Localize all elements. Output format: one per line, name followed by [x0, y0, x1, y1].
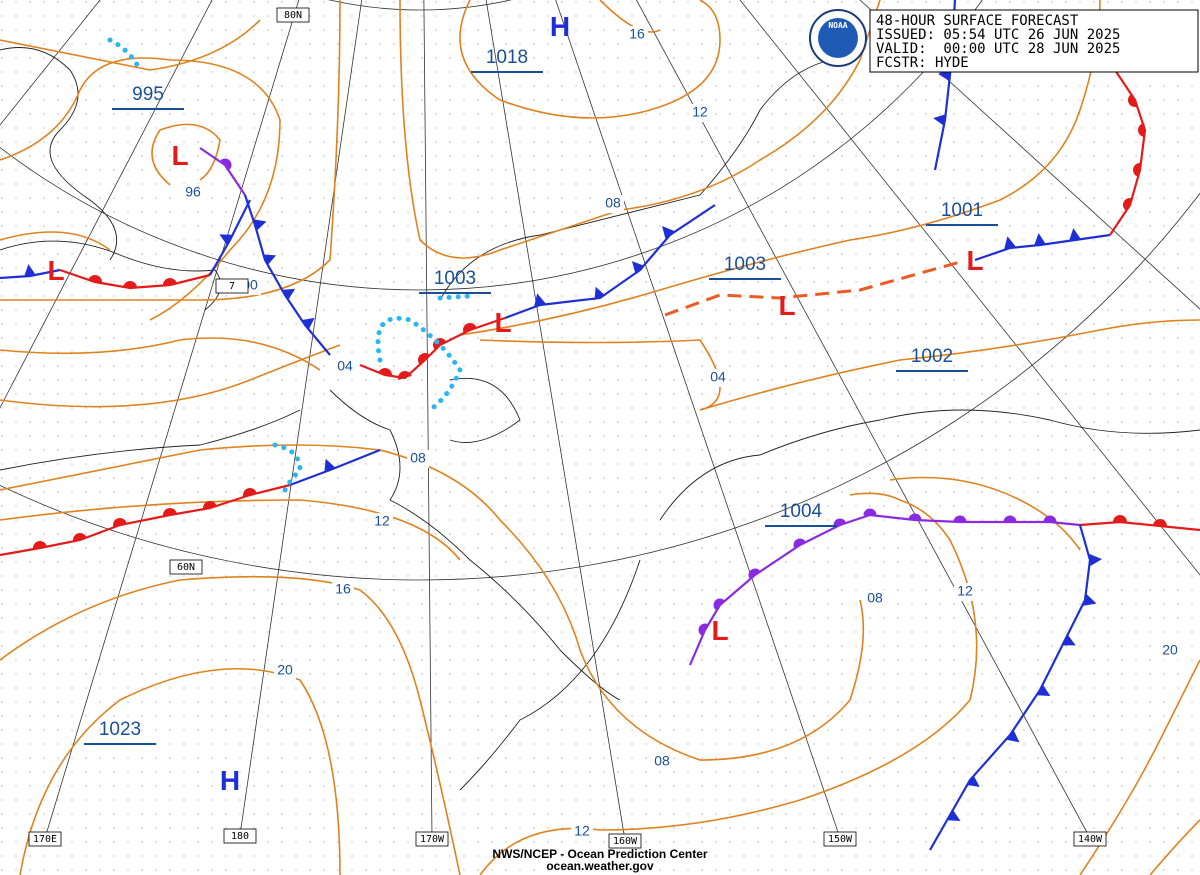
center-pressure: 1003 — [724, 254, 766, 275]
center-pressure: 1002 — [911, 346, 953, 367]
label-bg — [954, 583, 976, 601]
label-bg — [182, 184, 204, 202]
isobar-label: 20 — [1162, 642, 1178, 658]
grid-label-box — [1073, 831, 1107, 847]
low-center: L — [171, 140, 188, 171]
grid-label: 150W — [828, 834, 853, 845]
grid-label: 180 — [231, 831, 249, 842]
low-center: L — [711, 615, 728, 646]
high-center: H — [220, 765, 240, 796]
grid-label-box — [608, 833, 642, 849]
label-bg — [707, 369, 729, 387]
isobar-label: 04 — [337, 358, 353, 374]
isobar-label: 08 — [410, 450, 426, 466]
label-bg — [1159, 642, 1181, 660]
center-pressure: 995 — [132, 84, 164, 105]
label-bg — [651, 753, 673, 771]
grid-label: 60N — [177, 562, 195, 573]
low-center: L — [47, 255, 64, 286]
header-frame — [869, 9, 1199, 73]
isobar-label: 16 — [335, 581, 351, 597]
grid-label-box — [215, 278, 249, 294]
label-bg — [602, 195, 624, 213]
header-box: 48-HOUR SURFACE FORECAST ISSUED: 05:54 U… — [809, 9, 1199, 73]
label-bg — [371, 513, 393, 531]
logo — [818, 18, 858, 58]
footer-agency: NWS/NCEP - Ocean Prediction Center — [492, 847, 707, 861]
label-bg — [334, 358, 356, 376]
grid-label-box — [223, 828, 257, 844]
label-bg — [332, 581, 354, 599]
isobar-label: 12 — [574, 823, 590, 839]
header-line: ISSUED: 05:54 UTC 26 JUN 2025 — [876, 27, 1120, 43]
header-line: 48-HOUR SURFACE FORECAST — [876, 13, 1079, 29]
center-pressures: 995 1018 1003 1003 1001 1002 1004 1023 — [84, 47, 998, 745]
low-center: L — [778, 290, 795, 321]
label-bg — [274, 662, 296, 680]
grid-label: 7 — [229, 281, 235, 292]
grid-label-box — [823, 831, 857, 847]
label-bg — [407, 450, 429, 468]
isobar-label: 96 — [185, 184, 201, 200]
center-pressure: 1003 — [434, 268, 476, 289]
header-line: FCSTR: HYDE — [876, 55, 969, 71]
precip — [107, 37, 473, 493]
isobar-label: 08 — [654, 753, 670, 769]
grid-label: 170E — [33, 834, 57, 845]
isobar-label: 12 — [957, 583, 973, 599]
fronts — [0, 0, 1200, 851]
label-bg — [626, 26, 648, 44]
grid-label-box — [169, 559, 203, 575]
footer-url: ocean.weather.gov — [546, 859, 654, 873]
logo-text: NOAA — [828, 21, 847, 30]
isobar-label: 08 — [605, 195, 621, 211]
isobar-label: 12 — [374, 513, 390, 529]
isobar-label: 20 — [277, 662, 293, 678]
isobar-label: 12 — [692, 104, 708, 120]
label-bg — [571, 823, 593, 841]
center-pressure: 1004 — [780, 501, 823, 522]
low-center: L — [966, 245, 983, 276]
header-line: VALID: 00:00 UTC 28 JUN 2025 — [876, 41, 1120, 57]
label-bg — [689, 104, 711, 122]
grid-labels: 80N 7 60N 170E 180 170W 160W 150W 140W — [28, 7, 1107, 849]
isobar-label: 04 — [710, 369, 726, 385]
isobar-label: 08 — [867, 590, 883, 606]
high-center: H — [550, 11, 570, 42]
low-center: L — [494, 307, 511, 338]
center-pressure: 1023 — [99, 719, 141, 740]
grid-label-box — [276, 7, 310, 23]
grid-label: 140W — [1078, 834, 1103, 845]
center-pressure: 1001 — [941, 200, 983, 221]
center-pressure: 1018 — [486, 47, 528, 68]
grid-label: 80N — [284, 10, 302, 21]
isobar-label: 16 — [629, 26, 645, 42]
grid-label-box — [28, 831, 62, 847]
pressure-systems: H H L L L L L L — [47, 11, 983, 796]
grid-label: 160W — [613, 836, 638, 847]
grid-label-box — [415, 831, 449, 847]
label-bg — [864, 590, 886, 608]
grid-label: 170W — [420, 834, 445, 845]
